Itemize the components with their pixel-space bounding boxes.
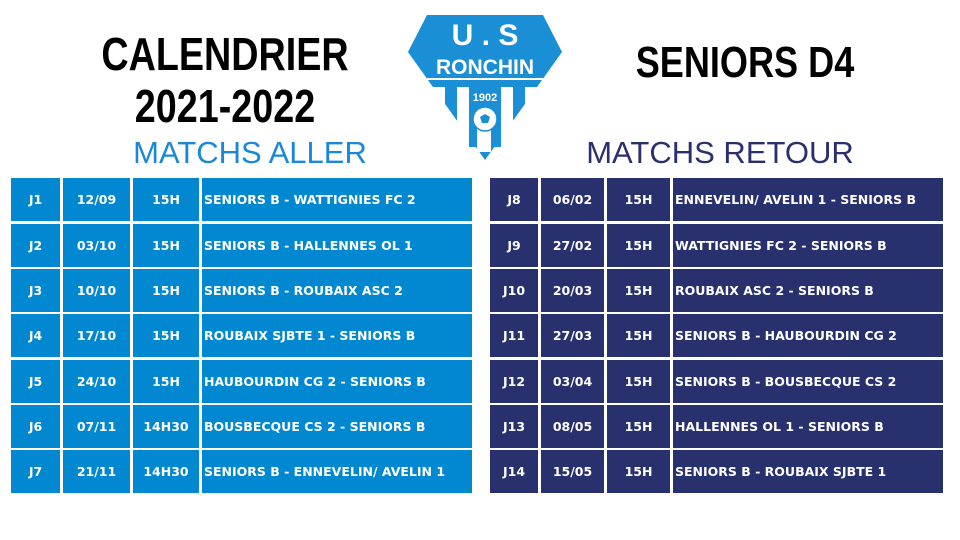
time-cell: 15H [607, 178, 670, 221]
time-cell: 15H [133, 269, 199, 312]
matchday-cell: J7 [11, 450, 60, 493]
time-cell: 15H [607, 405, 670, 448]
svg-text:1902: 1902 [473, 92, 497, 104]
matchday-cell: J3 [11, 269, 60, 312]
date-cell: 03/10 [63, 224, 130, 267]
svg-text:RONCHIN: RONCHIN [436, 56, 534, 79]
time-cell: 15H [133, 360, 199, 403]
match-cell: SENIORS B - BOUSBECQUE CS 2 [673, 360, 943, 403]
matchs-retour-heading: MATCHS RETOUR [586, 135, 854, 170]
date-cell: 07/11 [63, 405, 130, 448]
calendar-title: CALENDRIER 2021-2022 [101, 28, 349, 132]
date-cell: 12/09 [63, 178, 130, 221]
match-cell: HAUBOURDIN CG 2 - SENIORS B [202, 360, 472, 403]
club-logo: U . S RONCHIN 1902 [408, 15, 562, 160]
matchday-cell: J14 [490, 450, 538, 493]
matchday-cell: J2 [11, 224, 60, 267]
time-cell: 15H [607, 450, 670, 493]
matchday-cell: J10 [490, 269, 538, 312]
matchday-cell: J6 [11, 405, 60, 448]
date-cell: 20/03 [541, 269, 604, 312]
matchday-cell: J5 [11, 360, 60, 403]
date-cell: 10/10 [63, 269, 130, 312]
date-cell: 15/05 [541, 450, 604, 493]
match-cell: HALLENNES OL 1 - SENIORS B [673, 405, 943, 448]
date-cell: 21/11 [63, 450, 130, 493]
date-cell: 27/03 [541, 314, 604, 357]
time-cell: 14H30 [133, 450, 199, 493]
match-cell: ROUBAIX SJBTE 1 - SENIORS B [202, 314, 472, 357]
date-cell: 27/02 [541, 224, 604, 267]
matchday-cell: J12 [490, 360, 538, 403]
match-cell: BOUSBECQUE CS 2 - SENIORS B [202, 405, 472, 448]
date-cell: 24/10 [63, 360, 130, 403]
date-cell: 06/02 [541, 178, 604, 221]
team-title: SENIORS D4 [635, 38, 855, 87]
matchday-cell: J13 [490, 405, 538, 448]
time-cell: 15H [607, 224, 670, 267]
match-cell: SENIORS B - ENNEVELIN/ AVELIN 1 [202, 450, 472, 493]
matchday-cell: J1 [11, 178, 60, 221]
matchday-cell: J11 [490, 314, 538, 357]
match-cell: SENIORS B - WATTIGNIES FC 2 [202, 178, 472, 221]
match-cell: SENIORS B - ROUBAIX SJBTE 1 [673, 450, 943, 493]
match-cell: WATTIGNIES FC 2 - SENIORS B [673, 224, 943, 267]
date-cell: 08/05 [541, 405, 604, 448]
time-cell: 15H [133, 314, 199, 357]
date-cell: 17/10 [63, 314, 130, 357]
time-cell: 14H30 [133, 405, 199, 448]
time-cell: 15H [133, 224, 199, 267]
date-cell: 03/04 [541, 360, 604, 403]
matchday-cell: J9 [490, 224, 538, 267]
matchs-aller-heading: MATCHS ALLER [133, 135, 367, 170]
matchday-cell: J4 [11, 314, 60, 357]
svg-text:U . S: U . S [452, 19, 519, 52]
match-cell: SENIORS B - HAUBOURDIN CG 2 [673, 314, 943, 357]
matchday-cell: J8 [490, 178, 538, 221]
time-cell: 15H [133, 178, 199, 221]
time-cell: 15H [607, 360, 670, 403]
match-cell: ROUBAIX ASC 2 - SENIORS B [673, 269, 943, 312]
time-cell: 15H [607, 269, 670, 312]
match-cell: SENIORS B - ROUBAIX ASC 2 [202, 269, 472, 312]
match-cell: SENIORS B - HALLENNES OL 1 [202, 224, 472, 267]
time-cell: 15H [607, 314, 670, 357]
match-cell: ENNEVELIN/ AVELIN 1 - SENIORS B [673, 178, 943, 221]
